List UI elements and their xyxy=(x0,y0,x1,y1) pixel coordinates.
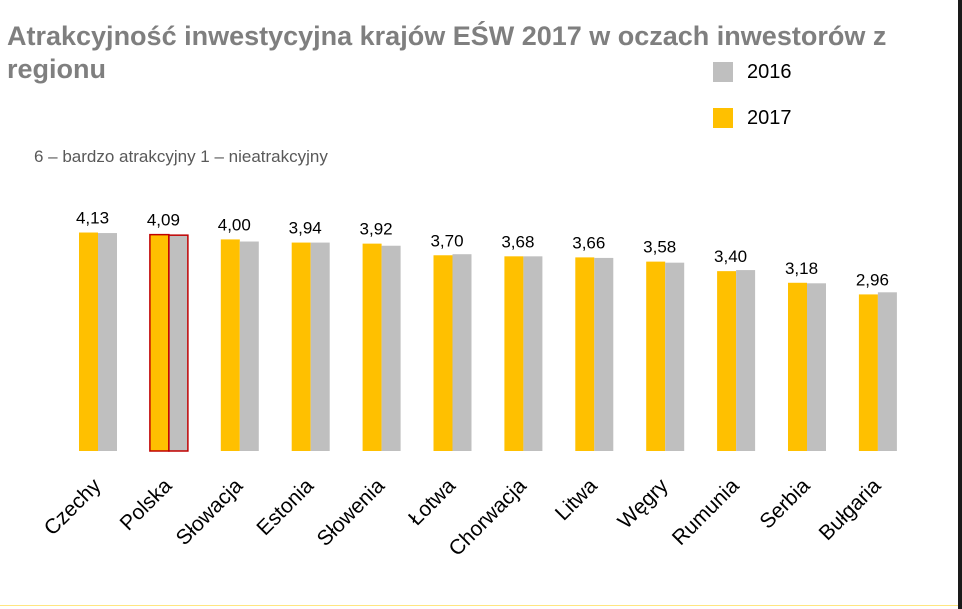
category-label-chorwacja: Chorwacja xyxy=(445,474,532,561)
bar-2017-litwa xyxy=(575,257,595,451)
category-label-serbia: Serbia xyxy=(755,474,814,533)
data-label-lotwa: 3,70 xyxy=(430,231,463,250)
data-label-wegry: 3,58 xyxy=(643,238,676,257)
chart-legend: 2016 2017 xyxy=(713,60,792,152)
category-label-czechy: Czechy xyxy=(40,474,106,540)
data-label-bulgaria: 2,96 xyxy=(856,270,889,289)
data-label-slowenia: 3,92 xyxy=(360,220,393,239)
bar-2016-serbia xyxy=(807,283,826,451)
bar-2017-polska xyxy=(149,233,170,452)
bar-2017-serbia xyxy=(788,282,807,451)
chart-title: Atrakcyjność inwestycyjna krajów EŚW 201… xyxy=(7,21,887,84)
data-label-slowacja: 4,00 xyxy=(218,215,251,234)
legend-item-2016: 2016 xyxy=(713,60,792,84)
bar-2017-chorwacja xyxy=(504,256,524,451)
legend-label-2017: 2017 xyxy=(747,106,792,129)
legend-item-2017: 2017 xyxy=(713,106,792,130)
category-label-rumunia: Rumunia xyxy=(668,474,744,550)
category-label-wegry: Węgry xyxy=(614,474,674,534)
window-edge xyxy=(958,0,962,609)
bar-2016-chorwacja xyxy=(523,256,543,451)
bar-2017-lotwa xyxy=(433,255,453,451)
bar-2016-slowacja xyxy=(239,241,259,451)
category-label-slowenia: Słowenia xyxy=(313,474,390,551)
data-label-polska: 4,09 xyxy=(147,211,180,230)
bar-2016-estonia xyxy=(310,242,330,451)
category-label-litwa: Litwa xyxy=(551,474,602,525)
category-label-lotwa: Łotwa xyxy=(404,474,460,530)
legend-swatch-2016 xyxy=(713,62,733,82)
bar-2016-wegry xyxy=(665,262,685,451)
category-label-polska: Polska xyxy=(116,474,177,535)
bar-2017-slowenia xyxy=(362,243,382,451)
bar-2016-czechy xyxy=(98,233,117,451)
category-label-estonia: Estonia xyxy=(252,474,318,540)
legend-label-2016: 2016 xyxy=(747,60,792,83)
bar-2017-rumunia xyxy=(717,271,737,451)
bar-2016-slowenia xyxy=(381,245,401,451)
data-label-czechy: 4,13 xyxy=(76,209,109,228)
bar-2016-lotwa xyxy=(452,254,472,451)
bar-2017-bulgaria xyxy=(858,294,878,451)
legend-swatch-2017 xyxy=(713,108,733,128)
category-label-slowacja: Słowacja xyxy=(172,474,248,550)
data-label-estonia: 3,94 xyxy=(289,219,322,238)
bar-2017-estonia xyxy=(291,242,311,451)
bar-2016-litwa xyxy=(594,257,614,451)
bar-2016-polska xyxy=(168,234,189,452)
data-label-rumunia: 3,40 xyxy=(714,247,747,266)
bar-2016-bulgaria xyxy=(877,292,897,451)
data-label-litwa: 3,66 xyxy=(572,233,605,252)
bottom-rule xyxy=(0,605,958,606)
category-label-bulgaria: Bułgaria xyxy=(815,474,886,545)
bar-2017-czechy xyxy=(79,232,98,451)
chart-subtitle: 6 – bardzo atrakcyjny 1 – nieatrakcyjny xyxy=(34,147,328,166)
data-label-chorwacja: 3,68 xyxy=(501,232,534,251)
data-label-serbia: 3,18 xyxy=(785,259,818,278)
bar-2017-slowacja xyxy=(220,239,240,451)
bar-2017-wegry xyxy=(646,261,666,451)
bar-2016-rumunia xyxy=(736,270,756,451)
